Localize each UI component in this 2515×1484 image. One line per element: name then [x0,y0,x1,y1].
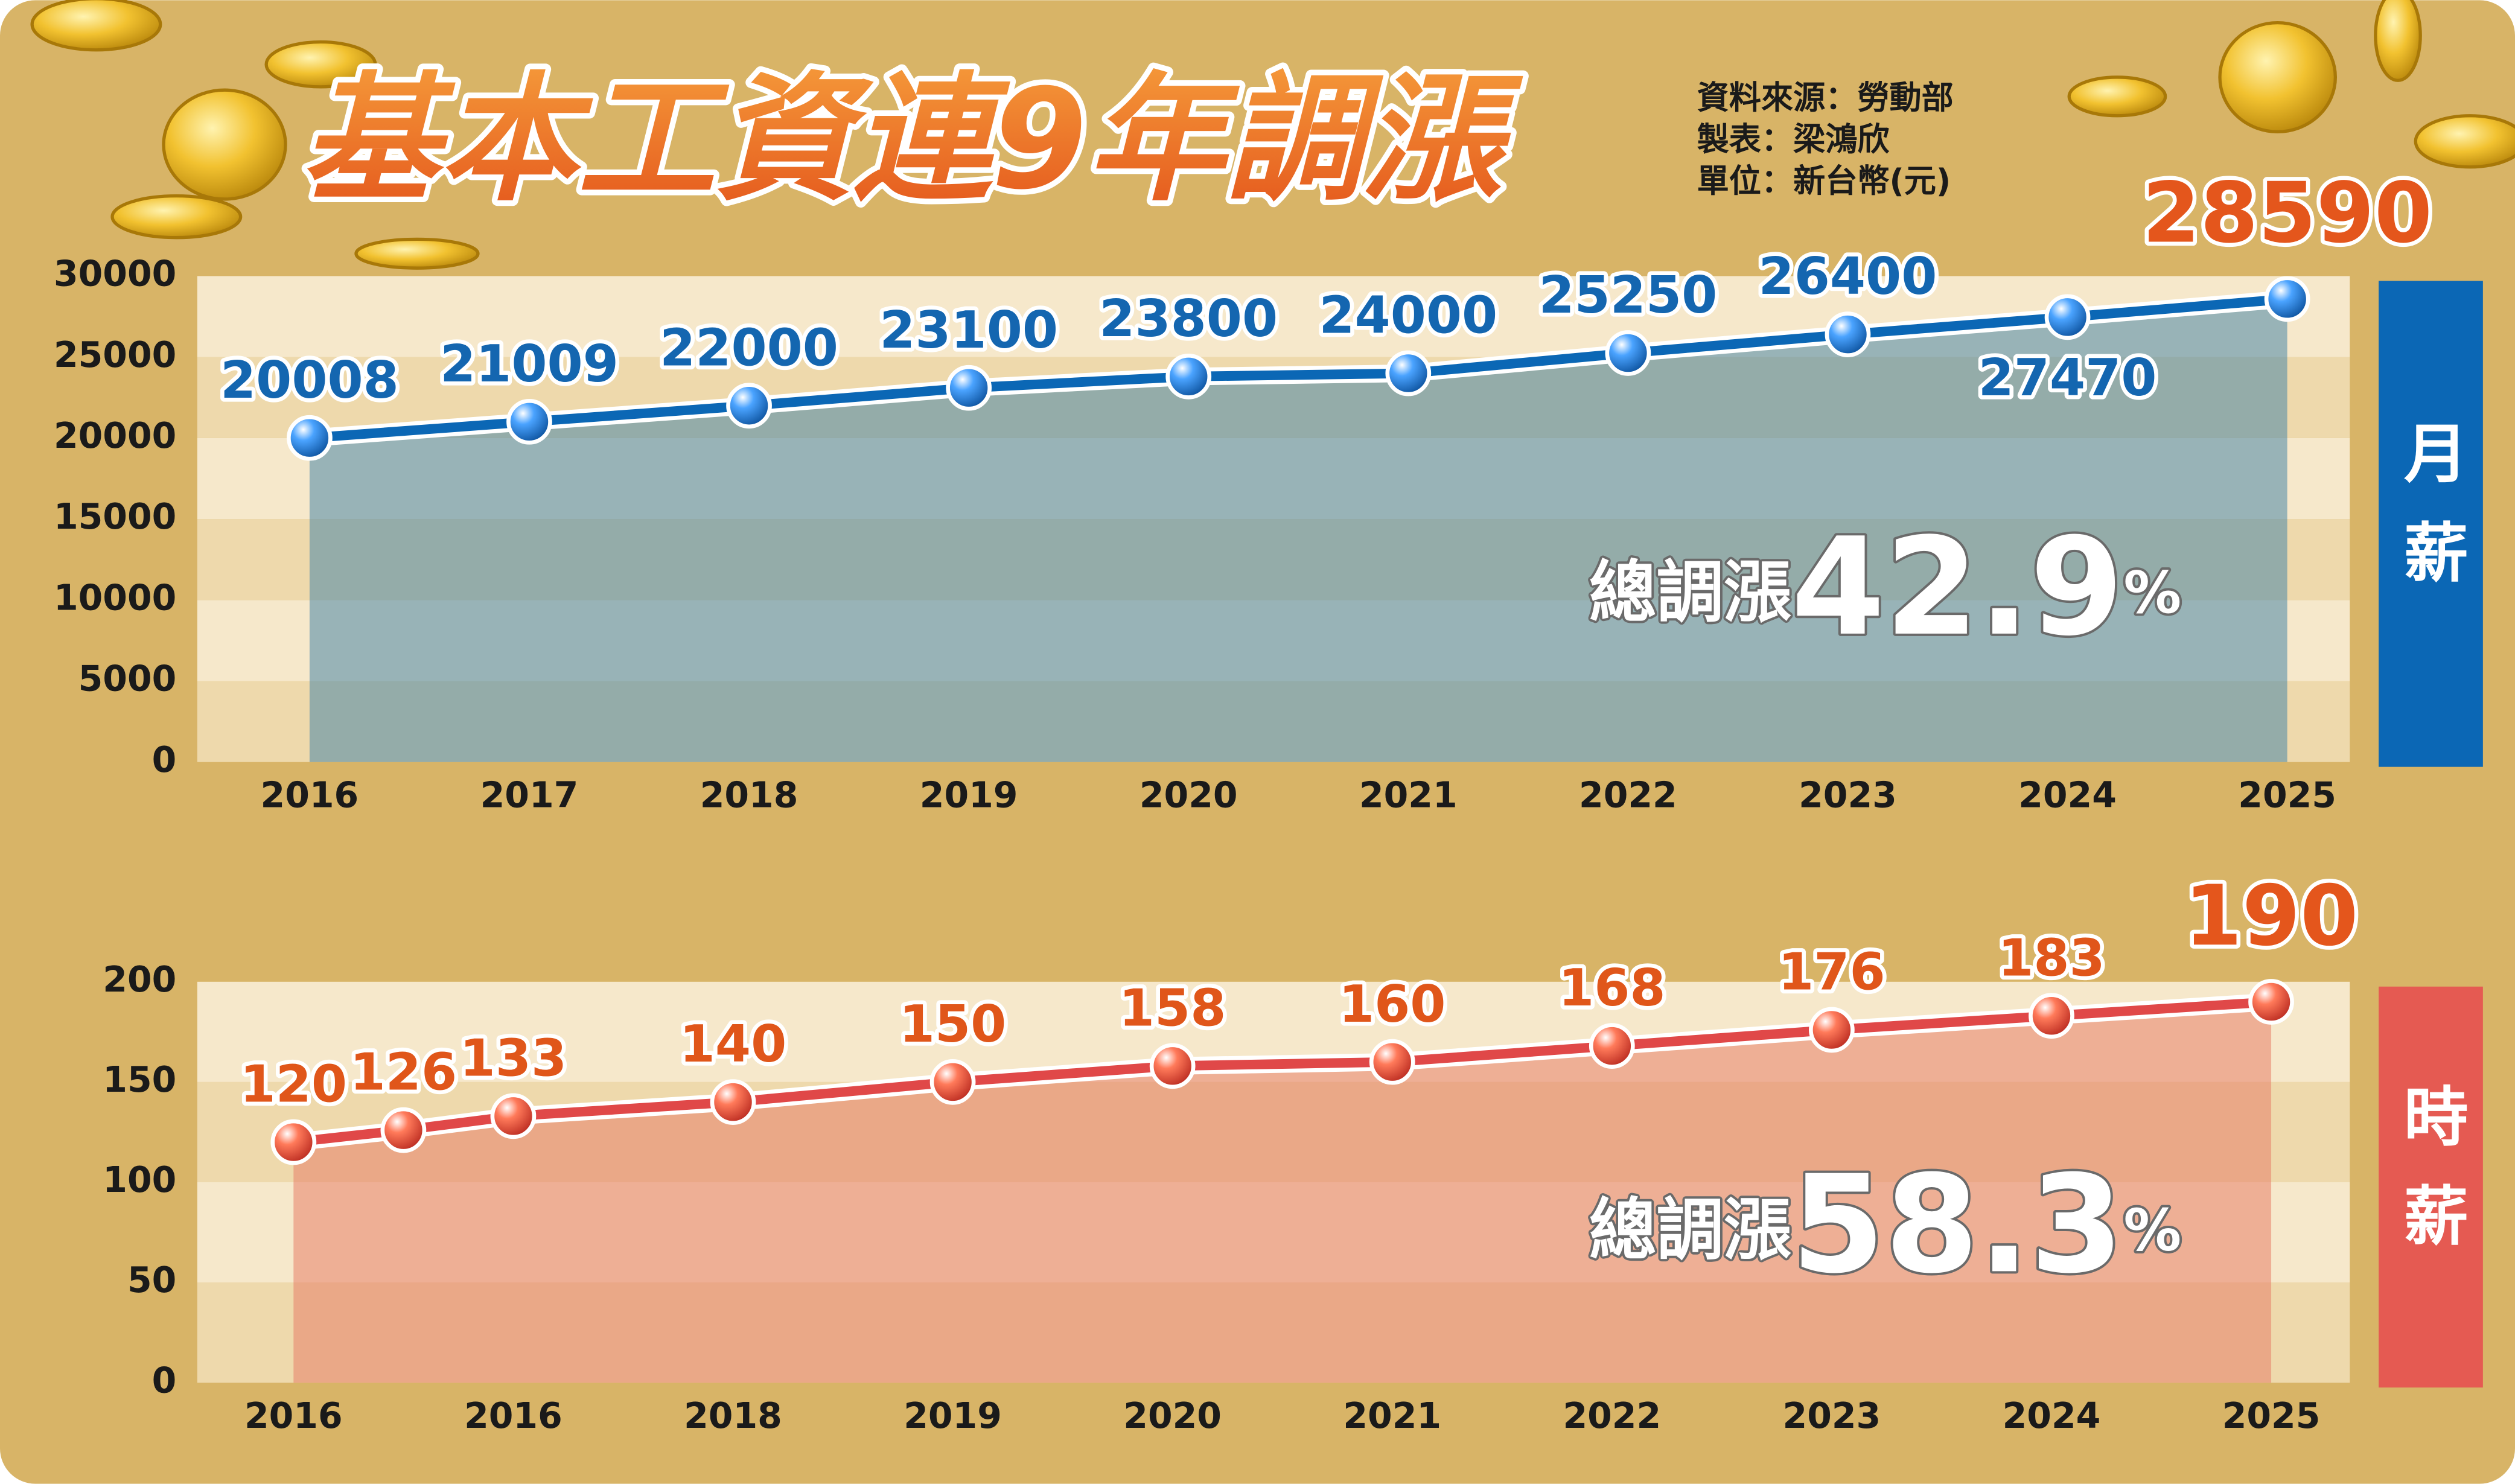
y-tick-label: 0 [152,739,177,780]
data-label: 160 [1339,975,1446,1034]
annotation-unit: % [2123,559,2181,626]
y-tick-label: 50 [127,1259,176,1301]
x-tick-label: 2024 [2018,774,2117,815]
annotation: 總調漲42.9% [1589,509,2181,666]
line [309,294,2288,443]
annotation: 總調漲58.3% [1589,1146,2181,1303]
x-tick-label: 2018 [700,774,798,815]
point [380,1107,427,1153]
point [506,398,552,445]
point [1605,330,1651,376]
point [1149,1043,1196,1089]
y-tick-label: 5000 [78,658,177,699]
x-tick-label: 2025 [2238,774,2336,815]
data-label: 21009 [440,334,619,394]
data-label: 25250 [1538,266,1717,325]
y-tick-label: 20000 [54,415,176,456]
x-tick-label: 2023 [1799,774,1897,815]
x-tick-label: 2024 [2003,1395,2101,1436]
point [1589,1023,1635,1069]
y-tick-label: 25000 [54,334,176,375]
point [1825,311,1871,357]
point [2044,294,2091,340]
y-tick-label: 100 [103,1159,176,1200]
data-label: 28590 [2142,165,2432,262]
point [1809,1007,1855,1053]
point [1385,350,1432,396]
side-label: 時薪 [2392,1083,2467,1282]
source-note: 資料來源：勞動部 [1697,79,1954,116]
x-tick-label: 2020 [1123,1395,1222,1436]
author-note: 製表：梁鴻欣 [1697,121,1890,158]
x-tick-label: 2021 [1359,774,1458,815]
point [1369,1039,1415,1085]
y-tick-label: 10000 [54,577,176,618]
data-label: 150 [899,995,1006,1054]
point [490,1093,537,1139]
point [2248,979,2294,1025]
x-tick-label: 2016 [244,1395,343,1436]
point [929,1059,976,1105]
data-label: 23100 [879,301,1058,360]
y-tick-label: 0 [152,1360,177,1401]
annotation-text: 總調漲 [1589,1191,1791,1269]
data-label: 20008 [220,351,399,410]
x-tick-label: 2019 [920,774,1018,815]
data-label: 24000 [1319,286,1497,346]
unit-note: 單位：新台幣(元) [1697,162,1951,200]
data-label: 176 [1778,943,1885,1002]
data-label: 133 [460,1028,567,1088]
point [1165,354,1212,400]
data-label: 120 [240,1055,347,1115]
data-label: 190 [2184,867,2358,964]
x-tick-label: 2020 [1140,774,1238,815]
point [946,365,992,411]
side-label: 月薪 [2392,419,2468,619]
data-label: 23800 [1099,289,1278,349]
y-tick-label: 15000 [54,496,176,537]
y-tick-label: 150 [103,1059,176,1100]
x-tick-label: 2022 [1563,1395,1661,1436]
data-label: 126 [350,1043,457,1103]
point [270,1119,317,1165]
x-tick-label: 2019 [904,1395,1002,1436]
annotation-unit: % [2123,1197,2181,1264]
x-tick-label: 2021 [1343,1395,1441,1436]
x-tick-label: 2018 [684,1395,782,1436]
title: 基本工資連9年調漲 [302,59,1524,220]
x-tick-label: 2022 [1579,774,1677,815]
point [287,415,333,461]
point [2029,993,2074,1039]
annotation-text: 總調漲 [1589,553,1791,632]
x-tick-label: 2016 [464,1395,563,1436]
data-label: 140 [680,1014,787,1074]
data-label: 22000 [660,318,838,378]
data-label: 26400 [1759,247,1937,307]
data-label: 183 [1998,928,2105,988]
data-label: 158 [1119,978,1226,1038]
x-tick-label: 2016 [261,774,359,815]
coins [30,0,2515,270]
side-panel [2379,281,2483,767]
area [309,299,2287,762]
data-label: 168 [1558,958,1666,1018]
side-panel [2379,986,2483,1388]
x-tick-label: 2023 [1783,1395,1881,1436]
y-tick-label: 200 [103,959,176,1000]
point [726,383,772,429]
x-tick-label: 2025 [2222,1395,2321,1436]
point [2264,276,2310,322]
annotation-value: 58.3 [1791,1146,2124,1303]
point [710,1079,756,1125]
x-tick-label: 2017 [480,774,579,815]
data-label: 27470 [1978,348,2157,408]
y-tick-label: 30000 [54,253,176,295]
annotation-value: 42.9 [1791,509,2124,666]
